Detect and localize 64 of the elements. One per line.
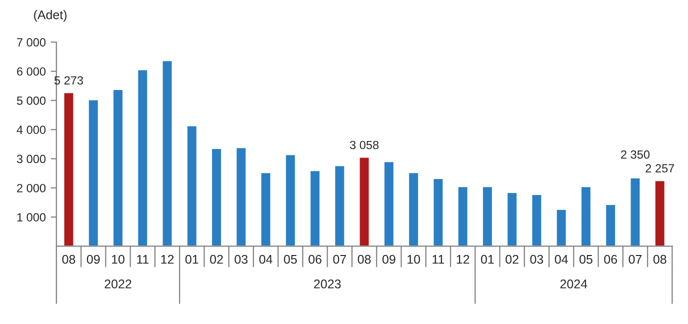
bar: [456, 186, 469, 246]
bar: [580, 186, 592, 246]
bar: [260, 172, 272, 246]
x-tick-label: 04: [554, 254, 568, 264]
y-tick-label: 6 000: [17, 67, 46, 76]
bar: [530, 194, 543, 246]
x-tick-label: 07: [333, 254, 346, 264]
bar: [284, 154, 296, 246]
data-label: 2 257: [646, 164, 674, 173]
bar: [604, 204, 616, 246]
bar: [62, 92, 75, 246]
x-tick-label: 06: [308, 254, 322, 264]
x-tick-label: 05: [284, 254, 297, 264]
bar: [210, 148, 222, 246]
x-tick-label: 10: [112, 254, 124, 264]
x-tick-label: 02: [506, 254, 518, 264]
bar: [555, 208, 568, 246]
bar: [136, 68, 148, 246]
x-tick-label: 03: [234, 254, 248, 264]
x-tick-label: 09: [382, 254, 396, 264]
x-tick-label: 03: [530, 254, 544, 264]
bar: [482, 186, 494, 246]
x-tick-label: 08: [62, 254, 76, 264]
x-tick-label: 07: [628, 254, 642, 264]
bar: [383, 160, 395, 246]
x-tick-label: 02: [210, 254, 223, 264]
x-tick-label: 04: [259, 254, 272, 264]
y-tick-label: 7 000: [17, 38, 46, 47]
bar: [432, 178, 444, 246]
x-tick-label: 08: [653, 254, 666, 264]
y-tick-label: 4 000: [16, 126, 46, 134]
bar: [408, 172, 420, 246]
x-tick-label: 11: [432, 255, 444, 264]
bar: [235, 146, 248, 246]
bar: [186, 124, 198, 246]
y-tick-label: 1 000: [17, 213, 46, 222]
x-tick-label: 10: [408, 254, 420, 264]
y-tick-label: 3 000: [16, 154, 46, 164]
x-tick-label: 11: [137, 255, 149, 264]
bar: [358, 156, 370, 246]
x-tick-label: 01: [185, 254, 198, 264]
text: 2024: [560, 280, 588, 288]
x-tick-label: 01: [480, 254, 494, 264]
bar: [334, 164, 346, 246]
x-tick-label: 09: [86, 254, 100, 264]
data-label: 2 350: [621, 150, 650, 159]
y-axis-title: (Adet): [34, 10, 67, 22]
text: 2023: [314, 280, 341, 288]
bar: [629, 177, 642, 246]
bar: [112, 88, 124, 246]
y-tick-label: 5 000: [16, 96, 46, 105]
bar: [161, 60, 174, 246]
text: 2022: [104, 280, 132, 288]
x-tick-label: 05: [580, 254, 592, 264]
bar: [654, 180, 666, 246]
bar: [309, 170, 321, 246]
x-tick-label: 12: [161, 254, 174, 264]
data-label: 3 058: [350, 140, 379, 150]
x-tick-label: 08: [358, 254, 371, 264]
y-tick-label: 2 000: [17, 184, 46, 192]
bar: [506, 192, 518, 246]
bar: [87, 98, 100, 246]
x-tick-label: 12: [456, 254, 470, 264]
x-tick-label: 06: [604, 254, 618, 264]
